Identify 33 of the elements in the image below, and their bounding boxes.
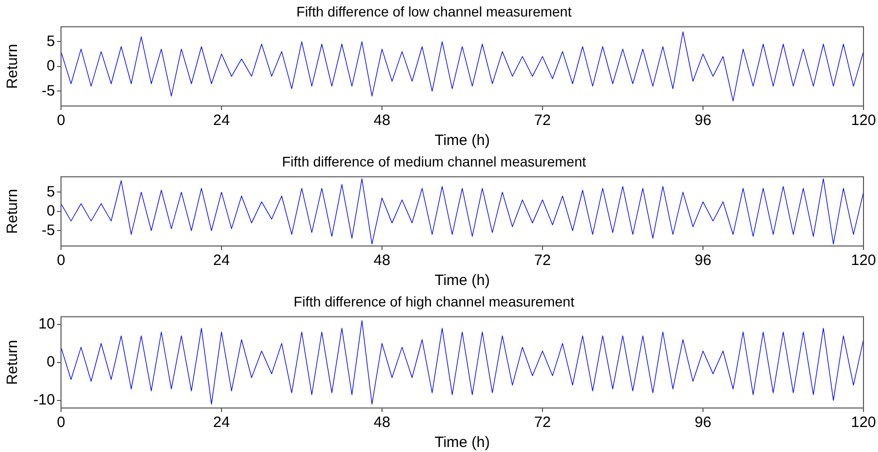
x-tick-label: 24 [213, 252, 230, 270]
x-tick-label: 72 [534, 414, 551, 432]
x-tick-label: 72 [534, 252, 551, 270]
x-tick-label: 48 [374, 414, 390, 432]
y-tick-label: 0 [46, 58, 55, 75]
x-tick-label: 96 [694, 112, 712, 130]
chart-title: Fifth difference of low channel measurement [296, 3, 572, 20]
x-tick-label: 120 [850, 414, 876, 432]
y-tick-label: 0 [46, 354, 55, 371]
x-tick-label: 120 [850, 252, 876, 270]
y-tick-label: -5 [42, 82, 55, 100]
x-tick-label: 24 [213, 112, 230, 130]
x-axis-title: Time (h) [434, 434, 490, 452]
x-tick-label: 48 [374, 112, 390, 130]
x-axis-title: Time (h) [434, 132, 490, 150]
y-tick-label: -10 [33, 392, 55, 409]
y-tick-label: 5 [46, 183, 55, 200]
y-tick-label: -5 [42, 222, 55, 239]
y-tick-label: 10 [38, 316, 55, 333]
y-axis-title: Return [4, 188, 22, 234]
x-tick-label: 96 [694, 414, 712, 432]
y-axis-title: Return [4, 340, 22, 385]
x-tick-label: 24 [213, 414, 230, 432]
chart-title: Fifth difference of high channel measurement [294, 293, 574, 310]
x-tick-label: 96 [694, 252, 712, 270]
x-tick-label: 48 [374, 252, 390, 270]
y-axis-title: Return [4, 44, 22, 89]
chart-title: Fifth difference of medium channel measurement [282, 153, 586, 170]
y-tick-label: 5 [46, 32, 55, 50]
x-tick-label: 72 [534, 112, 551, 130]
x-tick-label: 120 [850, 112, 876, 130]
y-tick-label: 0 [46, 202, 55, 220]
x-axis-title: Time (h) [434, 272, 490, 290]
